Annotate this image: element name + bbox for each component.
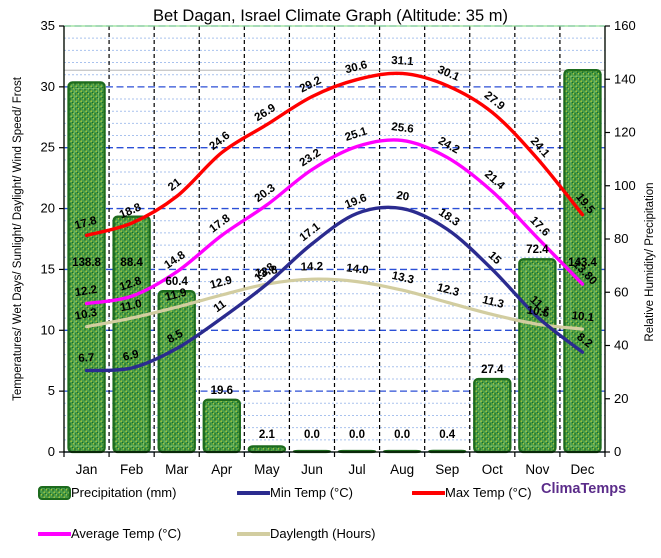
svg-text:Dec: Dec xyxy=(570,462,594,477)
svg-text:Aug: Aug xyxy=(390,462,414,477)
svg-text:120: 120 xyxy=(614,125,636,140)
svg-text:Jan: Jan xyxy=(76,462,98,477)
svg-text:72.4: 72.4 xyxy=(526,244,549,256)
svg-text:40: 40 xyxy=(614,338,628,353)
svg-text:20: 20 xyxy=(395,190,410,204)
svg-text:100: 100 xyxy=(614,178,636,193)
svg-text:0.0: 0.0 xyxy=(304,429,320,441)
svg-text:10.1: 10.1 xyxy=(571,310,595,324)
svg-text:14.2: 14.2 xyxy=(301,261,324,274)
svg-text:31.1: 31.1 xyxy=(391,55,415,69)
svg-text:Mar: Mar xyxy=(165,462,189,477)
svg-text:Jul: Jul xyxy=(348,462,365,477)
svg-text:2.1: 2.1 xyxy=(259,429,276,441)
svg-text:30: 30 xyxy=(41,79,55,94)
svg-text:0.0: 0.0 xyxy=(394,429,410,441)
svg-text:6.7: 6.7 xyxy=(78,352,95,365)
svg-text:0.4: 0.4 xyxy=(439,429,456,441)
svg-text:60: 60 xyxy=(614,284,628,299)
svg-text:19.6: 19.6 xyxy=(211,385,233,397)
svg-text:80: 80 xyxy=(614,231,628,246)
svg-text:Apr: Apr xyxy=(211,462,233,477)
svg-text:20: 20 xyxy=(41,201,55,216)
svg-text:10: 10 xyxy=(41,322,55,337)
svg-text:May: May xyxy=(254,462,280,477)
svg-text:15: 15 xyxy=(41,261,55,276)
svg-text:Sep: Sep xyxy=(435,462,459,477)
svg-text:88.4: 88.4 xyxy=(120,257,143,269)
svg-text:Jun: Jun xyxy=(301,462,323,477)
svg-text:0: 0 xyxy=(48,444,55,459)
svg-text:25: 25 xyxy=(41,140,55,155)
svg-text:0.0: 0.0 xyxy=(349,429,365,441)
svg-text:Nov: Nov xyxy=(525,462,549,477)
svg-text:138.8: 138.8 xyxy=(72,257,101,269)
svg-text:Oct: Oct xyxy=(482,462,503,477)
svg-text:27.4: 27.4 xyxy=(481,364,504,376)
svg-text:140: 140 xyxy=(614,71,636,86)
svg-text:0: 0 xyxy=(614,444,621,459)
svg-text:60.4: 60.4 xyxy=(166,276,189,288)
svg-text:5: 5 xyxy=(48,383,55,398)
svg-text:20: 20 xyxy=(614,391,628,406)
svg-text:Feb: Feb xyxy=(120,462,143,477)
